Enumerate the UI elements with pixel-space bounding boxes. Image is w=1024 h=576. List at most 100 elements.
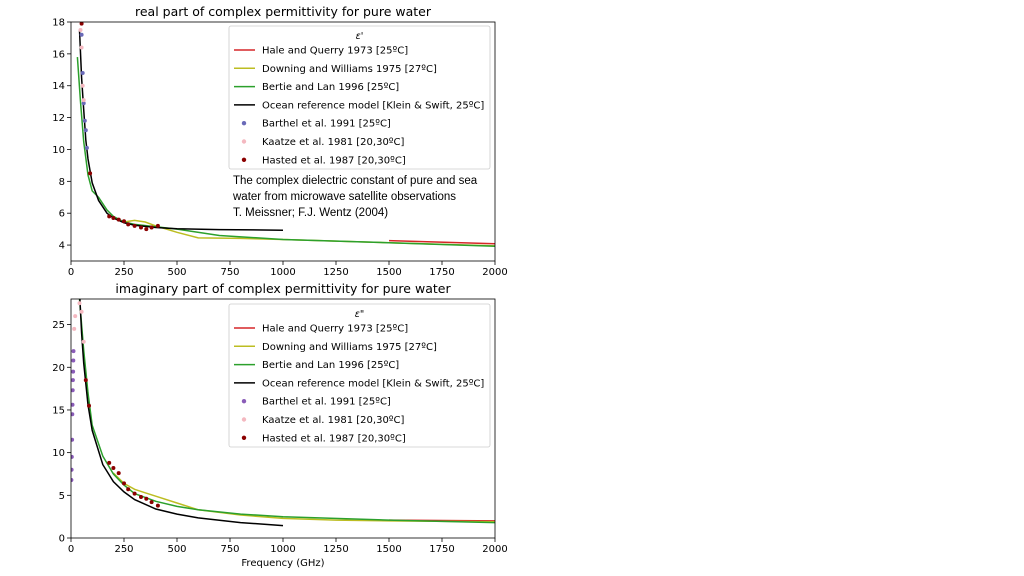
y-tick-label: 6 bbox=[59, 209, 65, 220]
y-tick-label: 10 bbox=[52, 448, 65, 459]
y-tick-label: 15 bbox=[52, 405, 65, 416]
x-tick-label: 250 bbox=[114, 267, 133, 278]
data-point bbox=[83, 378, 88, 383]
x-tick-label: 500 bbox=[167, 544, 186, 555]
legend-entry: Hale and Querry 1973 [25ºC] bbox=[262, 46, 408, 57]
legend-entry: Downing and Williams 1975 [27ºC] bbox=[262, 342, 437, 353]
data-point bbox=[71, 454, 74, 459]
x-tick-label: 250 bbox=[114, 544, 133, 555]
series-line-2 bbox=[112, 472, 495, 523]
data-point bbox=[139, 225, 143, 230]
legend-title: ε' bbox=[356, 31, 364, 42]
x-tick-label: 1250 bbox=[323, 544, 348, 555]
data-point bbox=[107, 460, 112, 465]
data-point bbox=[155, 223, 160, 228]
data-point bbox=[71, 358, 76, 363]
legend-entry: Ocean reference model [Klein & Swift, 25… bbox=[262, 378, 484, 389]
x-tick-label: 1000 bbox=[270, 544, 295, 555]
x-tick-label: 500 bbox=[167, 267, 186, 278]
plot-area bbox=[71, 299, 495, 527]
y-tick-label: 10 bbox=[52, 145, 65, 156]
y-tick-label: 20 bbox=[52, 363, 65, 374]
reference-note: The complex dielectric constant of pure … bbox=[233, 173, 477, 221]
y-tick-label: 8 bbox=[59, 177, 65, 188]
data-point bbox=[78, 28, 83, 32]
x-tick-label: 0 bbox=[68, 267, 74, 278]
legend-marker bbox=[241, 157, 247, 162]
plot-area bbox=[76, 22, 495, 248]
legend-entry: Hale and Querry 1973 [25ºC] bbox=[262, 324, 408, 335]
data-point bbox=[81, 339, 86, 344]
data-point bbox=[71, 412, 75, 417]
data-point bbox=[84, 145, 89, 150]
y-tick-label: 0 bbox=[59, 534, 65, 545]
data-point bbox=[122, 481, 126, 486]
legend-entry: Hasted et al. 1987 [20,30ºC] bbox=[262, 155, 406, 166]
data-point bbox=[149, 500, 154, 505]
data-point bbox=[79, 309, 84, 314]
data-point bbox=[79, 32, 84, 37]
chart-title: imaginary part of complex permittivity f… bbox=[115, 281, 451, 296]
legend-marker bbox=[241, 417, 247, 422]
x-axis-label: Frequency (GHz) bbox=[241, 558, 324, 569]
data-point bbox=[116, 471, 121, 476]
x-tick-label: 0 bbox=[68, 544, 74, 555]
y-tick-label: 25 bbox=[52, 320, 65, 331]
data-point bbox=[71, 388, 75, 393]
reference-note-line-2: water from microwave satellite observati… bbox=[233, 191, 457, 203]
legend-entry: Barthel et al. 1991 [25ºC] bbox=[262, 119, 391, 130]
data-point bbox=[144, 496, 149, 501]
y-tick-label: 5 bbox=[59, 491, 65, 502]
x-tick-label: 1250 bbox=[323, 267, 348, 278]
chart-title: real part of complex permittivity for pu… bbox=[135, 4, 432, 19]
y-tick-label: 14 bbox=[52, 81, 65, 92]
legend-marker bbox=[241, 139, 247, 144]
data-point bbox=[132, 223, 137, 228]
data-point bbox=[71, 378, 75, 383]
legend-frame bbox=[228, 25, 491, 170]
legend-entry: Ocean reference model [Klein & Swift, 25… bbox=[262, 100, 484, 111]
data-point bbox=[111, 466, 116, 470]
legend-title: ε" bbox=[355, 309, 365, 320]
chart-2: imaginary part of complex permittivity f… bbox=[52, 281, 507, 569]
series-line-4 bbox=[79, 299, 284, 527]
reference-note-line-3: T. Meissner; F.J. Wentz (2004) bbox=[233, 207, 389, 219]
legend-frame bbox=[228, 303, 491, 448]
x-tick-label: 1750 bbox=[429, 267, 454, 278]
data-point bbox=[71, 349, 76, 354]
data-point bbox=[71, 369, 76, 374]
legend-entry: Kaatze et al. 1981 [20,30ºC] bbox=[262, 415, 405, 426]
x-tick-label: 1500 bbox=[376, 544, 401, 555]
data-point bbox=[155, 503, 160, 508]
series-line-1 bbox=[388, 239, 495, 245]
data-point bbox=[144, 227, 149, 232]
legend-marker bbox=[241, 435, 247, 440]
data-point bbox=[72, 326, 77, 331]
data-point bbox=[79, 22, 84, 26]
legend-entry: Hasted et al. 1987 [20,30ºC] bbox=[262, 433, 406, 444]
x-tick-label: 2000 bbox=[482, 544, 507, 555]
data-point bbox=[71, 478, 74, 482]
data-point bbox=[111, 216, 116, 220]
legend-entry: Kaatze et al. 1981 [20,30ºC] bbox=[262, 137, 405, 148]
data-point bbox=[88, 171, 93, 176]
data-point bbox=[79, 45, 84, 50]
legend: ε" Hale and Querry 1973 [25ºC] Downing and… bbox=[228, 303, 491, 448]
data-point bbox=[149, 225, 154, 230]
x-tick-label: 750 bbox=[220, 267, 239, 278]
data-point bbox=[126, 487, 131, 492]
data-point bbox=[81, 98, 86, 103]
x-tick-label: 750 bbox=[220, 544, 239, 555]
data-point bbox=[116, 217, 121, 222]
data-point bbox=[107, 214, 112, 219]
data-point bbox=[132, 491, 137, 496]
data-point bbox=[87, 403, 91, 408]
data-point bbox=[83, 128, 88, 133]
legend-entry: Downing and Williams 1975 [27ºC] bbox=[262, 64, 437, 75]
data-point bbox=[126, 222, 131, 227]
data-point bbox=[139, 495, 143, 499]
data-point bbox=[77, 301, 82, 306]
legend-marker bbox=[241, 399, 247, 404]
x-tick-label: 1500 bbox=[376, 267, 401, 278]
